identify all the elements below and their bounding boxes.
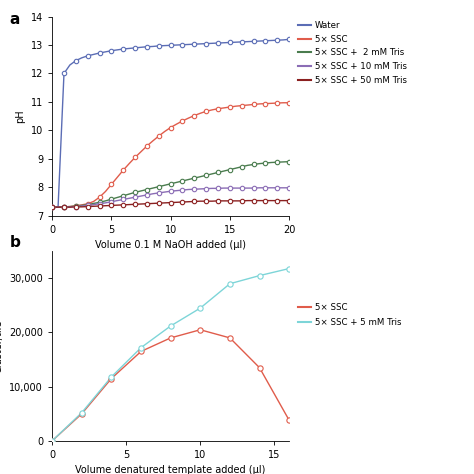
X-axis label: Volume 0.1 M NaOH added (µl): Volume 0.1 M NaOH added (µl) xyxy=(95,240,246,250)
X-axis label: Volume denatured template added (µl): Volume denatured template added (µl) xyxy=(75,465,266,474)
Y-axis label: pH: pH xyxy=(15,109,25,123)
Legend: 5× SSC, 5× SSC + 5 mM Tris: 5× SSC, 5× SSC + 5 mM Tris xyxy=(298,303,401,327)
Legend: Water, 5× SSC, 5× SSC +  2 mM Tris, 5× SSC + 10 mM Tris, 5× SSC + 50 mM Tris: Water, 5× SSC, 5× SSC + 2 mM Tris, 5× SS… xyxy=(298,21,407,85)
Text: b: b xyxy=(9,235,20,250)
Y-axis label: Cluster/tile: Cluster/tile xyxy=(0,319,4,373)
Text: a: a xyxy=(9,12,20,27)
